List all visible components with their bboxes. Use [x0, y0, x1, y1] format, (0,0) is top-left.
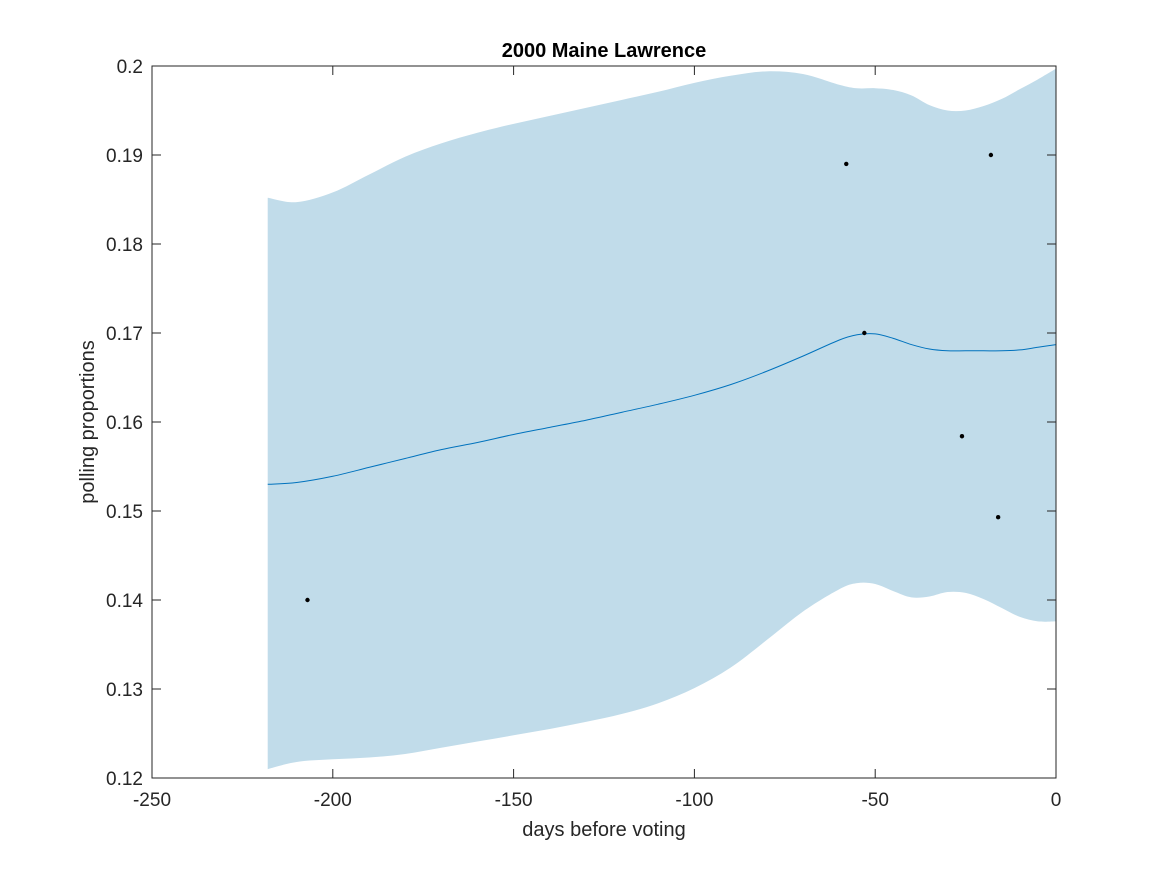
y-axis-label: polling proportions [77, 340, 99, 503]
y-tick-label: 0.2 [117, 57, 143, 78]
chart-title: 2000 Maine Lawrence [502, 40, 707, 62]
poll-point [305, 597, 310, 603]
series-line-0 [267, 333, 1057, 485]
x-tick-label: -150 [495, 790, 533, 811]
x-tick-label: 0 [1051, 790, 1062, 811]
y-tick-label: 0.18 [106, 235, 143, 256]
poll-point [862, 330, 867, 336]
poll-point [959, 434, 965, 439]
y-tick-label: 0.15 [106, 502, 143, 523]
x-tick-label: -200 [314, 790, 352, 811]
x-axis-label: days before voting [522, 819, 685, 841]
y-tick-label: 0.19 [106, 146, 143, 167]
confidence-band [267, 68, 1057, 770]
y-tick-label: 0.17 [106, 324, 143, 345]
x-tick-label: -250 [133, 790, 171, 811]
poll-point [844, 161, 849, 167]
y-tick-label: 0.12 [106, 769, 143, 790]
x-tick-label: -100 [675, 790, 713, 811]
y-tick-label: 0.16 [106, 413, 143, 434]
y-tick-label: 0.13 [106, 680, 143, 701]
y-tick-label: 0.14 [106, 591, 143, 612]
x-tick-label: -50 [861, 790, 888, 811]
poll-point [988, 152, 994, 158]
plot-area: -250 -200 -150 -100 -50 0 0.12 0.13 0.14 0.15 0.16… [106, 57, 1061, 811]
poll-point [995, 515, 1001, 520]
